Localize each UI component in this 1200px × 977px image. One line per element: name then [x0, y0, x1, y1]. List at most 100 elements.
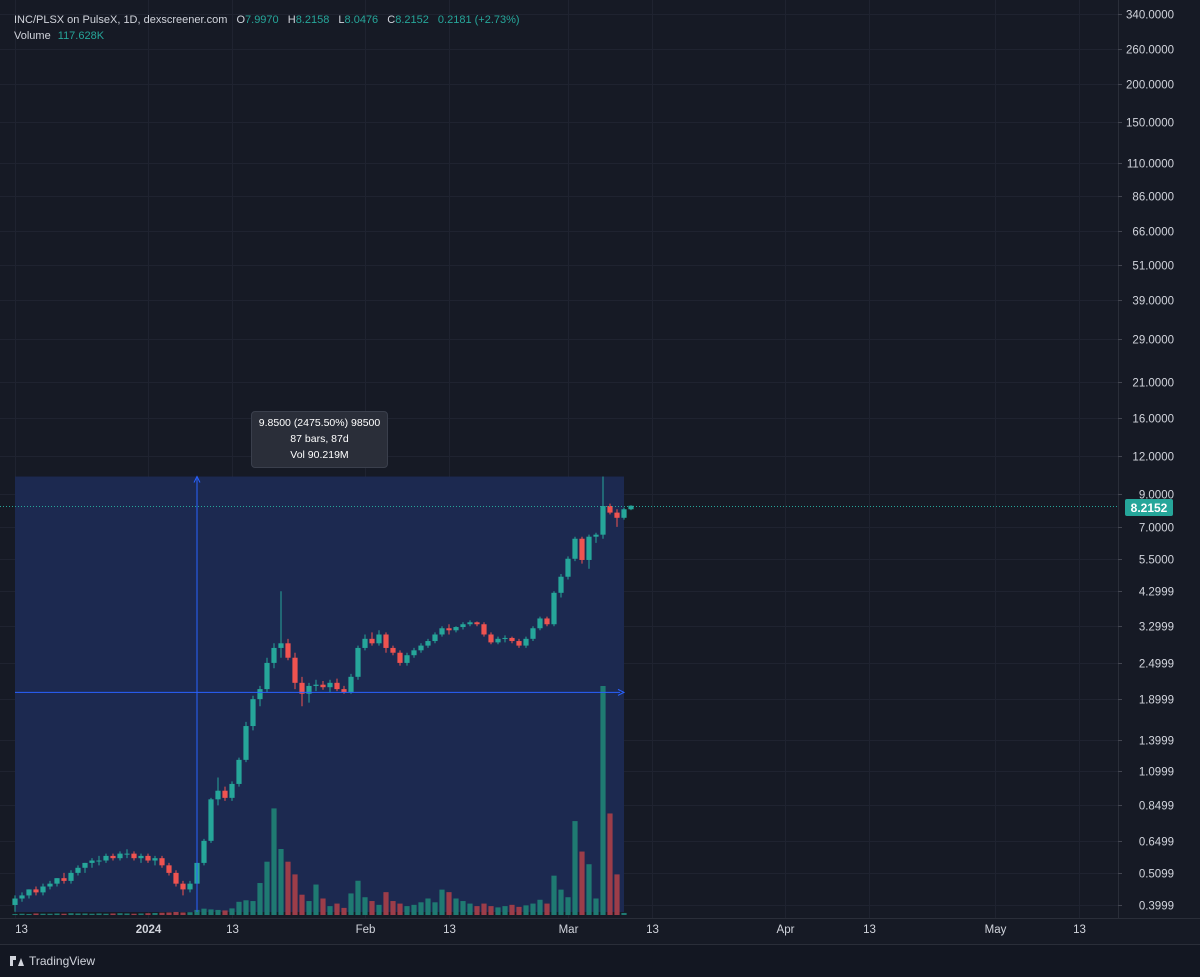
volume-bar	[152, 912, 158, 915]
candle-body	[68, 872, 74, 881]
volume-bar	[103, 913, 109, 915]
volume-bar	[544, 903, 550, 915]
candle-body	[229, 783, 235, 798]
candle-body	[558, 576, 564, 593]
candle-body	[208, 799, 214, 841]
volume-bar	[390, 901, 396, 915]
candle-body	[376, 634, 382, 644]
candle-body	[12, 898, 18, 905]
volume-bar	[96, 913, 102, 915]
symbol-title: INC/PLSX on PulseX, 1D, dexscreener.com	[14, 14, 228, 26]
volume-bar	[75, 913, 81, 915]
volume-bar	[530, 903, 536, 915]
volume-bar	[187, 912, 193, 915]
last-price-label: 8.2152	[1125, 499, 1173, 516]
candle-body	[320, 684, 326, 688]
volume-bar	[61, 913, 67, 915]
y-tick-label: 51.0000	[1132, 261, 1174, 273]
y-tick-label: 1.3999	[1139, 736, 1174, 748]
y-tick-label: 0.6499	[1139, 837, 1174, 849]
high-label: H	[287, 14, 296, 26]
volume-bar	[299, 894, 305, 915]
volume-bar	[369, 901, 375, 915]
candle-body	[530, 628, 536, 639]
volume-bar	[537, 899, 543, 915]
candle-body	[593, 534, 599, 537]
candle-body	[264, 662, 270, 690]
volume-bar	[264, 861, 270, 915]
candle-body	[131, 853, 137, 859]
volume-bar	[257, 883, 263, 915]
volume-bar	[523, 905, 529, 915]
candle-body	[453, 627, 459, 631]
volume-bar	[54, 913, 60, 915]
x-tick-label: Mar	[559, 924, 579, 936]
volume-bar	[285, 861, 291, 915]
chart-legend: INC/PLSX on PulseX, 1D, dexscreener.com …	[14, 12, 520, 44]
candle-body	[327, 682, 333, 688]
volume-bar	[306, 901, 312, 915]
candle-body	[572, 538, 578, 559]
candle-body	[96, 860, 102, 862]
candle-body	[579, 538, 585, 560]
y-tick-label: 12.0000	[1132, 452, 1174, 464]
tradingview-logo[interactable]: TradingView	[10, 954, 95, 968]
volume-bar	[516, 906, 522, 915]
candle-body	[621, 509, 627, 518]
volume-bar	[19, 913, 25, 915]
candle-body	[586, 536, 592, 560]
open-label: O	[236, 14, 246, 26]
y-tick-label: 1.8999	[1139, 695, 1174, 707]
candle-body	[257, 689, 263, 700]
low-label: L	[338, 14, 345, 26]
candle-body	[614, 512, 620, 518]
volume-bar	[411, 904, 417, 915]
candle-body	[33, 889, 39, 893]
low-value: 8.0476	[344, 14, 379, 26]
volume-bar	[159, 912, 165, 915]
volume-bar	[474, 906, 480, 915]
candle-body	[215, 790, 221, 800]
candle-body	[432, 634, 438, 642]
volume-bar	[236, 901, 242, 915]
volume-bar	[68, 913, 74, 915]
candle-body	[110, 855, 116, 859]
volume-label: Volume	[14, 30, 51, 42]
candle-body	[285, 643, 291, 658]
candle-body	[334, 682, 340, 690]
volume-bar	[173, 911, 179, 915]
candle-body	[488, 634, 494, 643]
volume-bar	[138, 913, 144, 915]
candle-body	[201, 840, 207, 863]
volume-bar	[607, 813, 613, 915]
measure-range-box	[15, 476, 624, 912]
volume-bar	[558, 889, 564, 915]
volume-bar	[110, 913, 116, 915]
volume-bar	[404, 906, 410, 915]
volume-bar	[166, 912, 172, 915]
volume-bar	[586, 864, 592, 915]
volume-bar	[432, 902, 438, 915]
x-tick-label: 2024	[136, 924, 162, 936]
candle-body	[341, 689, 347, 693]
y-tick-label: 3.2999	[1139, 622, 1174, 634]
candle-body	[187, 883, 193, 890]
close-label: C	[387, 14, 396, 26]
candle-body	[502, 637, 508, 639]
volume-bar	[488, 906, 494, 915]
volume-bar	[425, 898, 431, 915]
volume-bar	[124, 913, 130, 915]
candle-body	[474, 622, 480, 625]
volume-bar	[33, 913, 39, 915]
candle-body	[89, 860, 95, 863]
volume-bar	[446, 892, 452, 915]
y-tick-label: 86.0000	[1132, 192, 1174, 204]
y-tick-label: 21.0000	[1132, 378, 1174, 390]
change-value: 0.2181 (+2.73%)	[437, 14, 520, 26]
candle-body	[292, 657, 298, 683]
candle-body	[565, 558, 571, 577]
tradingview-icon	[10, 956, 24, 966]
candle-body	[481, 624, 487, 635]
